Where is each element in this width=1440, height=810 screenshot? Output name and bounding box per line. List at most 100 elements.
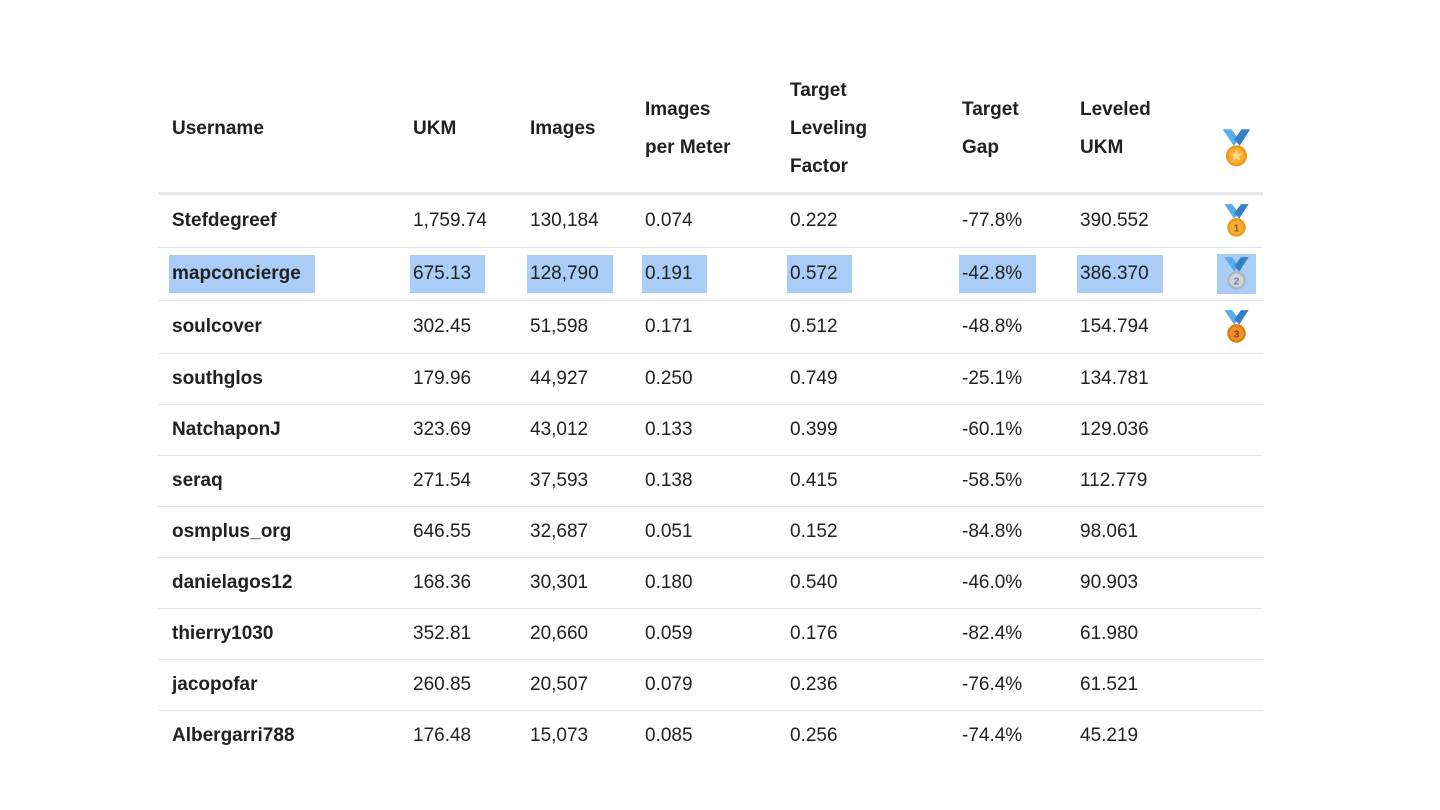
images-cell: 32,687 — [530, 521, 589, 542]
ukm-cell: 1,759.74 — [413, 210, 487, 231]
images-cell: 43,012 — [530, 419, 589, 440]
images-per-meter-cell: 0.138 — [645, 470, 693, 491]
target-leveling-factor-cell: 0.152 — [790, 521, 838, 542]
target-leveling-factor-cell: 0.222 — [790, 210, 838, 231]
ukm-cell: 168.36 — [413, 572, 472, 593]
username-cell: seraq — [172, 470, 223, 491]
table-row[interactable]: osmplus_org 646.55 32,687 0.051 0.152 -8… — [158, 506, 1263, 558]
ukm-cell: 675.13 — [410, 255, 486, 293]
leveled-ukm-cell: 390.552 — [1080, 210, 1149, 231]
col-header-leveled-ukm: Leveled UKM — [1080, 66, 1210, 195]
username-cell: soulcover — [172, 316, 262, 337]
ukm-cell: 176.48 — [413, 725, 472, 746]
svg-text:1: 1 — [1234, 223, 1240, 234]
images-per-meter-cell: 0.171 — [645, 316, 693, 337]
target-leveling-factor-cell: 0.256 — [790, 725, 838, 746]
header-row: Username UKM Images Images per Meter Tar… — [158, 66, 1263, 195]
username-cell: danielagos12 — [172, 572, 293, 593]
table-row[interactable]: Albergarri788 176.48 15,073 0.085 0.256 … — [158, 710, 1263, 761]
leaderboard-table: Username UKM Images Images per Meter Tar… — [158, 66, 1263, 761]
target-gap-cell: -77.8% — [962, 210, 1023, 231]
target-gap-cell: -74.4% — [962, 725, 1023, 746]
bronze-medal-icon: 3 — [1217, 307, 1256, 347]
table-row[interactable]: thierry1030 352.81 20,660 0.059 0.176 -8… — [158, 608, 1263, 660]
images-per-meter-cell: 0.079 — [645, 674, 693, 695]
col-header-images: Images — [530, 66, 645, 195]
images-cell: 128,790 — [527, 255, 613, 293]
target-leveling-factor-cell: 0.572 — [787, 255, 852, 293]
username-cell: Albergarri788 — [172, 725, 295, 746]
leveled-ukm-cell: 61.980 — [1080, 623, 1139, 644]
col-header-images-per-meter: Images per Meter — [645, 66, 790, 195]
target-gap-cell: -76.4% — [962, 674, 1023, 695]
table-row[interactable]: NatchaponJ 323.69 43,012 0.133 0.399 -60… — [158, 404, 1263, 456]
svg-text:2: 2 — [1234, 276, 1240, 287]
images-per-meter-cell: 0.074 — [645, 210, 693, 231]
images-per-meter-cell: 0.191 — [642, 255, 707, 293]
leveled-ukm-cell: 90.903 — [1080, 572, 1139, 593]
svg-text:3: 3 — [1234, 329, 1240, 340]
leveled-ukm-cell: 112.779 — [1080, 470, 1148, 491]
images-cell: 44,927 — [530, 368, 589, 389]
target-leveling-factor-cell: 0.236 — [790, 674, 838, 695]
table-row-selected[interactable]: mapconcierge 675.13 128,790 0.191 0.572 … — [158, 247, 1263, 301]
table-row[interactable]: soulcover 302.45 51,598 0.171 0.512 -48.… — [158, 300, 1263, 354]
ukm-cell: 646.55 — [413, 521, 472, 542]
ukm-cell: 323.69 — [413, 419, 472, 440]
images-per-meter-cell: 0.059 — [645, 623, 693, 644]
images-per-meter-cell: 0.051 — [645, 521, 693, 542]
target-leveling-factor-cell: 0.415 — [790, 470, 838, 491]
target-gap-cell: -84.8% — [962, 521, 1023, 542]
username-cell: jacopofar — [172, 674, 258, 695]
table-row[interactable]: jacopofar 260.85 20,507 0.079 0.236 -76.… — [158, 659, 1263, 711]
target-leveling-factor-cell: 0.749 — [790, 368, 838, 389]
username-cell: southglos — [172, 368, 263, 389]
leveled-ukm-cell: 45.219 — [1080, 725, 1139, 746]
images-cell: 15,073 — [530, 725, 589, 746]
images-cell: 51,598 — [530, 316, 589, 337]
images-per-meter-cell: 0.133 — [645, 419, 693, 440]
table-row[interactable]: danielagos12 168.36 30,301 0.180 0.540 -… — [158, 557, 1263, 609]
leveled-ukm-cell: 98.061 — [1080, 521, 1139, 542]
table-row[interactable]: southglos 179.96 44,927 0.250 0.749 -25.… — [158, 353, 1263, 405]
table-row[interactable]: Stefdegreef 1,759.74 130,184 0.074 0.222… — [158, 193, 1263, 248]
table-row[interactable]: seraq 271.54 37,593 0.138 0.415 -58.5% 1… — [158, 455, 1263, 507]
col-header-target-gap: Target Gap — [962, 66, 1080, 195]
ukm-cell: 179.96 — [413, 368, 472, 389]
target-leveling-factor-cell: 0.399 — [790, 419, 838, 440]
target-gap-cell: -46.0% — [962, 572, 1023, 593]
images-cell: 20,660 — [530, 623, 589, 644]
username-cell: NatchaponJ — [172, 419, 281, 440]
target-gap-cell: -58.5% — [962, 470, 1023, 491]
ukm-cell: 271.54 — [413, 470, 472, 491]
target-leveling-factor-cell: 0.176 — [790, 623, 838, 644]
sports-medal-icon — [1222, 128, 1251, 166]
images-cell: 37,593 — [530, 470, 589, 491]
username-cell: Stefdegreef — [172, 210, 277, 231]
username-cell: thierry1030 — [172, 623, 274, 644]
col-header-ukm: UKM — [413, 66, 530, 195]
silver-medal-icon: 2 — [1217, 254, 1256, 294]
col-header-target-leveling-factor: Target Leveling Factor — [790, 66, 962, 195]
target-leveling-factor-cell: 0.540 — [790, 572, 838, 593]
target-leveling-factor-cell: 0.512 — [790, 316, 838, 337]
col-header-medal — [1210, 66, 1263, 195]
leveled-ukm-cell: 129.036 — [1080, 419, 1149, 440]
gold-medal-icon: 1 — [1217, 201, 1256, 241]
images-cell: 130,184 — [530, 210, 599, 231]
target-gap-cell: -82.4% — [962, 623, 1023, 644]
username-cell: osmplus_org — [172, 521, 292, 542]
images-per-meter-cell: 0.180 — [645, 572, 693, 593]
col-header-username: Username — [158, 66, 413, 195]
leveled-ukm-cell: 154.794 — [1080, 316, 1149, 337]
images-per-meter-cell: 0.085 — [645, 725, 693, 746]
leveled-ukm-cell: 134.781 — [1080, 368, 1149, 389]
leveled-ukm-cell: 386.370 — [1077, 255, 1163, 293]
leveled-ukm-cell: 61.521 — [1080, 674, 1139, 695]
images-cell: 20,507 — [530, 674, 589, 695]
ukm-cell: 352.81 — [413, 623, 472, 644]
target-gap-cell: -25.1% — [962, 368, 1023, 389]
target-gap-cell: -42.8% — [959, 255, 1037, 293]
target-gap-cell: -48.8% — [962, 316, 1023, 337]
